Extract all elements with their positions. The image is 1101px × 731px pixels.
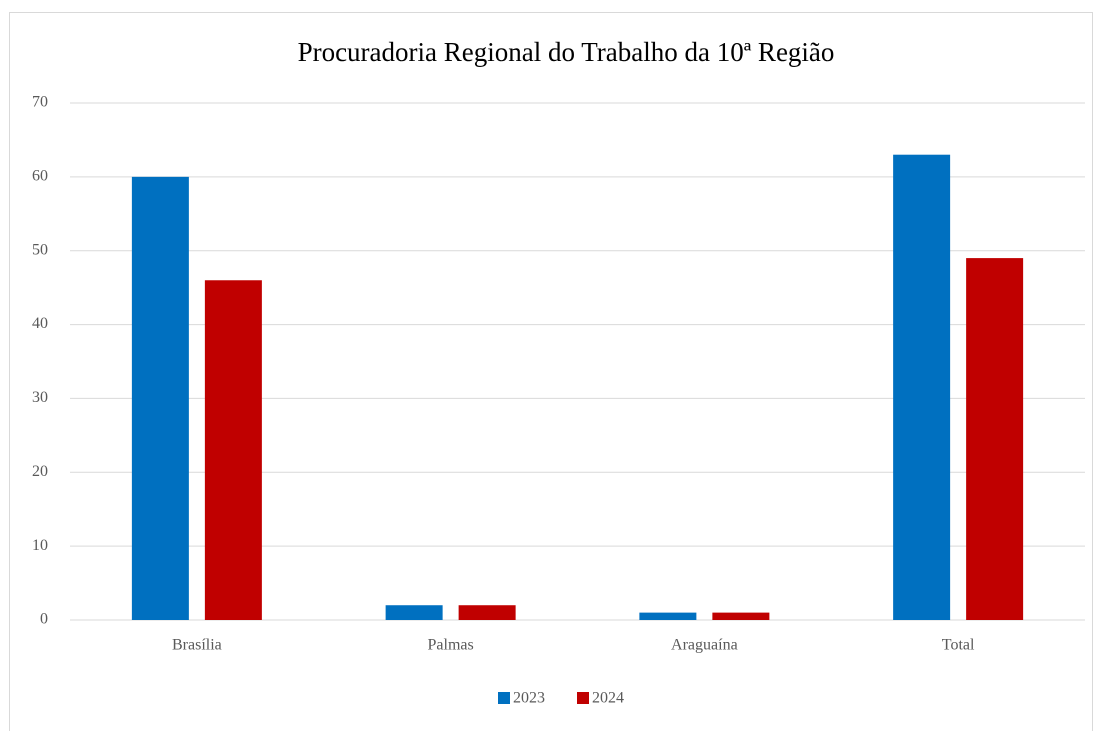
x-tick-label: Palmas xyxy=(428,637,474,654)
bar xyxy=(712,612,770,620)
bar xyxy=(204,280,262,620)
bar xyxy=(893,154,951,620)
legend-swatch xyxy=(577,692,589,704)
y-tick-label: 0 xyxy=(40,611,48,628)
chart-title: Procuradoria Regional do Trabalho da 10ª… xyxy=(298,37,835,67)
x-tick-label: Brasília xyxy=(172,637,222,654)
y-tick-label: 70 xyxy=(32,94,48,111)
y-tick-label: 60 xyxy=(32,168,48,185)
legend-label: 2024 xyxy=(592,690,624,707)
y-tick-label: 40 xyxy=(32,315,48,332)
y-tick-label: 10 xyxy=(32,537,48,554)
x-tick-label: Total xyxy=(942,637,975,654)
bar xyxy=(639,612,697,620)
x-tick-label: Araguaína xyxy=(671,637,738,654)
y-tick-label: 20 xyxy=(32,463,48,480)
legend-label: 2023 xyxy=(513,690,545,707)
y-tick-label: 30 xyxy=(32,389,48,406)
bar xyxy=(966,258,1024,620)
bar xyxy=(458,605,516,620)
y-tick-label: 50 xyxy=(32,241,48,258)
legend-swatch xyxy=(498,692,510,704)
bar xyxy=(385,605,443,620)
bar xyxy=(131,176,189,620)
